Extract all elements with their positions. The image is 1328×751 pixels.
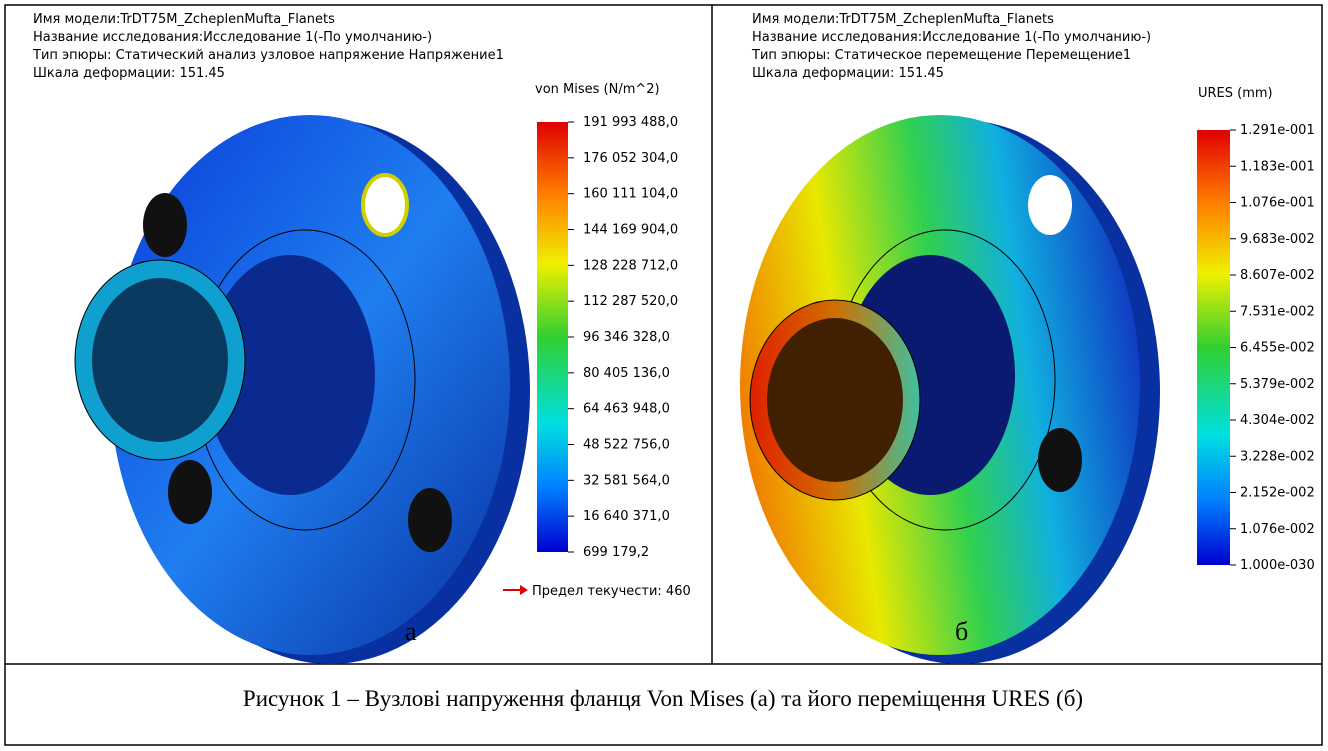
- legend-label: 16 640 371,0: [583, 509, 670, 524]
- legend-label: 64 463 948,0: [583, 402, 670, 417]
- color-bar: [537, 122, 568, 552]
- legend-label: 48 522 756,0: [583, 438, 670, 453]
- legend-title: von Mises (N/m^2): [535, 82, 660, 97]
- legend-label: 1.291e-001: [1240, 123, 1315, 138]
- legend-label: 112 287 520,0: [583, 294, 678, 309]
- legend-label: 1.076e-001: [1240, 196, 1315, 211]
- header-line: Имя модели:TrDT75M_ZcheplenMufta_Flanets: [752, 12, 1054, 27]
- legend-label: 96 346 328,0: [583, 330, 670, 345]
- legend-label: 1.000e-030: [1240, 558, 1315, 573]
- legend-label: 699 179,2: [583, 545, 649, 560]
- legend-label: 1.076e-002: [1240, 522, 1315, 537]
- header-line: Шкала деформации: 151.45: [33, 66, 225, 81]
- header-line: Название исследования:Исследование 1(-По…: [752, 30, 1151, 45]
- legend-label: 8.607e-002: [1240, 268, 1315, 283]
- caption: Рисунок 1 – Вузлові напруження фланця Vo…: [243, 686, 1083, 711]
- header-line: Имя модели:TrDT75M_ZcheplenMufta_Flanets: [33, 12, 335, 27]
- yield-arrowhead: [520, 585, 528, 595]
- legend-label: 7.531e-002: [1240, 304, 1315, 319]
- panel-letter: а: [405, 617, 417, 646]
- header-line: Тип эпюры: Статический анализ узловое на…: [32, 48, 504, 63]
- color-bar: [1197, 130, 1230, 565]
- legend-label: 9.683e-002: [1240, 232, 1315, 247]
- legend-label: 4.304e-002: [1240, 413, 1315, 428]
- legend-label: 32 581 564,0: [583, 473, 670, 488]
- borders: [4, 4, 1323, 746]
- header-line: Шкала деформации: 151.45: [752, 66, 944, 81]
- header-line: Тип эпюры: Статическое перемещение Перем…: [751, 48, 1131, 63]
- legend-label: 176 052 304,0: [583, 151, 678, 166]
- legend-label: 80 405 136,0: [583, 366, 670, 381]
- legend-label: 160 111 104,0: [583, 187, 678, 202]
- header-line: Название исследования:Исследование 1(-По…: [33, 30, 432, 45]
- panel-letter: б: [955, 617, 968, 646]
- flange-displacement: [740, 115, 1160, 664]
- yield-label: Предел текучести: 460: [532, 584, 691, 599]
- legend-label: 144 169 904,0: [583, 223, 678, 238]
- legend-label: 6.455e-002: [1240, 341, 1315, 356]
- legend-label: 2.152e-002: [1240, 486, 1315, 501]
- legend-label: 128 228 712,0: [583, 258, 678, 273]
- legend-label: 5.379e-002: [1240, 377, 1315, 392]
- flange-stress: [74, 115, 530, 664]
- legend-label: 1.183e-001: [1240, 159, 1315, 174]
- legend-title: URES (mm): [1198, 86, 1273, 101]
- legend-label: 3.228e-002: [1240, 449, 1315, 464]
- legend-label: 191 993 488,0: [583, 115, 678, 130]
